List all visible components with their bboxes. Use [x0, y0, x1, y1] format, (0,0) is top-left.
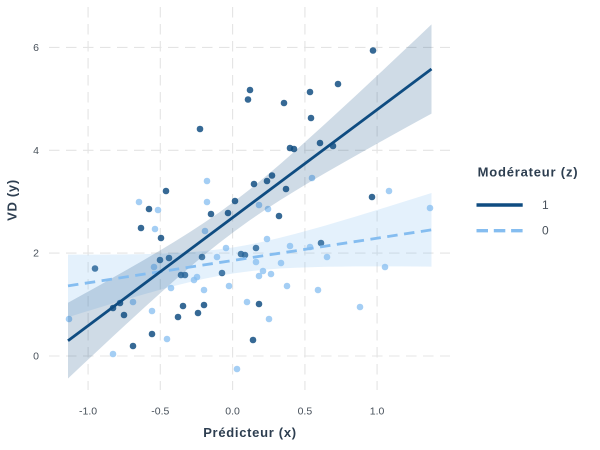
- svg-text:1.0: 1.0: [370, 406, 385, 418]
- svg-text:Modérateur (z): Modérateur (z): [478, 165, 579, 180]
- svg-text:6: 6: [33, 42, 39, 54]
- svg-text:0: 0: [542, 224, 549, 238]
- svg-text:-0.5: -0.5: [151, 406, 169, 418]
- svg-text:Prédicteur (x): Prédicteur (x): [203, 425, 297, 440]
- svg-text:1: 1: [542, 198, 549, 212]
- svg-text:0: 0: [33, 351, 39, 363]
- svg-text:4: 4: [33, 145, 39, 157]
- svg-text:VD (y): VD (y): [4, 179, 19, 221]
- svg-text:-1.0: -1.0: [79, 406, 97, 418]
- svg-text:0.0: 0.0: [225, 406, 240, 418]
- svg-text:0.5: 0.5: [298, 406, 313, 418]
- svg-text:2: 2: [33, 248, 39, 260]
